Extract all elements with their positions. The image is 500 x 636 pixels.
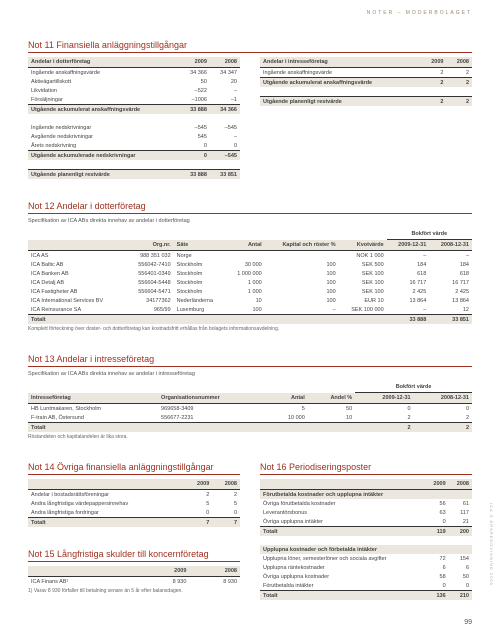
note-14: Not 14 Övriga finansiella anläggningstil… — [28, 462, 240, 527]
note16-table: 20092008 Förutbetalda kostnader och uppl… — [260, 479, 472, 600]
note14-table: 20092008 Andelar i bostadsrättsföreninga… — [28, 479, 240, 527]
note11-left-table: Andelar i dotterföretag20092008 Ingående… — [28, 57, 240, 179]
note-13: Not 13 Andelar i intresseföretag Specifi… — [28, 354, 472, 440]
note-subtitle: Finansiella anläggningstillgångar — [56, 40, 187, 50]
side-label: ICA:S ÅRSREDOVISNING 2009 — [489, 503, 494, 586]
section-header: NOTER – MODERBOLAGET — [367, 10, 472, 16]
note13-table: Bokfört värde Intresseföretag Organisati… — [28, 382, 472, 432]
note11-right-table: Andelar i intresseföretag20092008 Ingåen… — [260, 57, 472, 106]
note-16: Not 16 Periodiseringsposter 20092008 För… — [260, 462, 472, 600]
note-12: Not 12 Andelar i dotterföretag Specifika… — [28, 201, 472, 332]
note12-table: Bokfört värde Org.nr. Säte Antal Kapital… — [28, 229, 472, 324]
note15-table: 20092008 ICA Finans AB¹8 9308 930 — [28, 566, 240, 586]
note-title: Not 11 Finansiella anläggningstillgångar — [28, 40, 472, 53]
note-11: Not 11 Finansiella anläggningstillgångar… — [28, 40, 472, 179]
note-15: Not 15 Långfristiga skulder till koncern… — [28, 549, 240, 594]
note-number: Not 11 — [28, 40, 54, 50]
page-number: 99 — [464, 619, 472, 626]
